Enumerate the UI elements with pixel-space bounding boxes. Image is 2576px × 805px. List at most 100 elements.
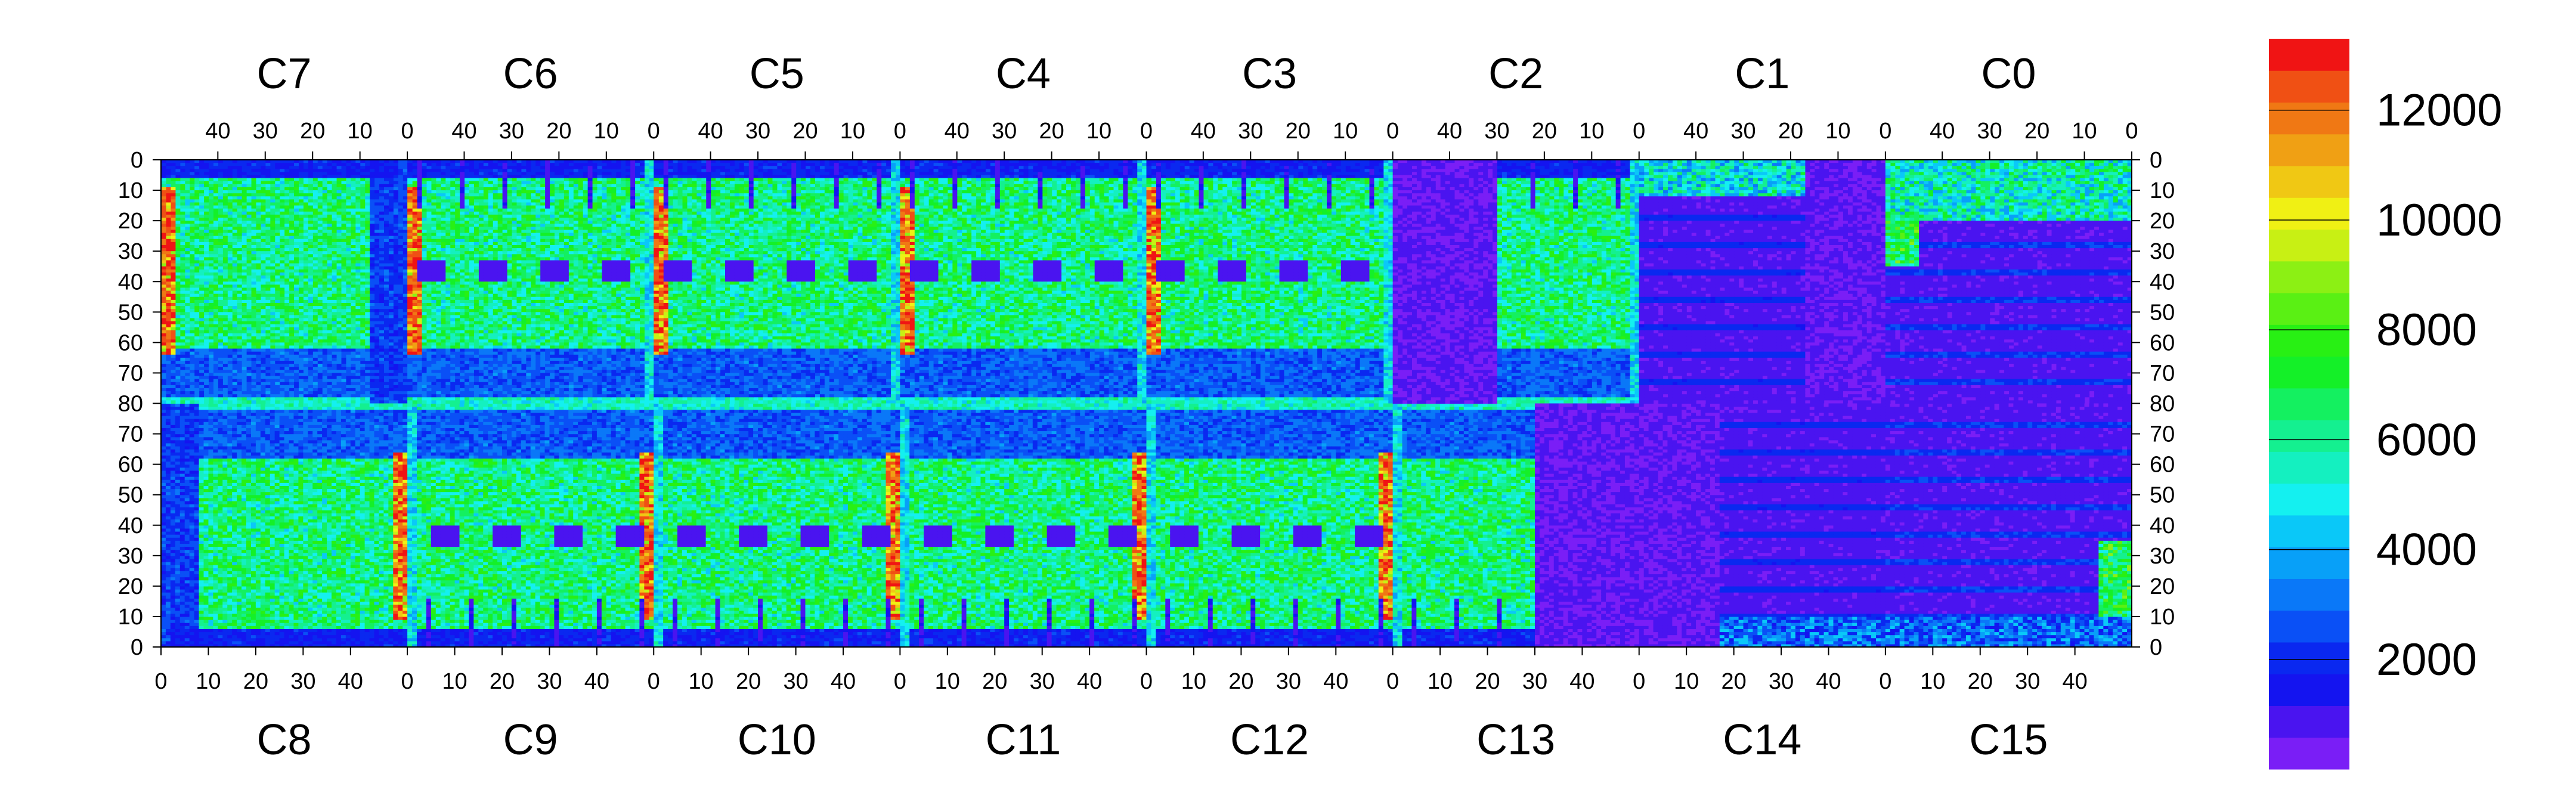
x-tick-label-bottom: 0 (401, 669, 414, 694)
colorbar-segment (2269, 197, 2349, 230)
y-tick-label-left: 0 (131, 635, 143, 660)
x-tick-label-top: 40 (698, 119, 723, 144)
x-tick-label-top: 10 (1579, 119, 1604, 144)
colorbar-segment (2269, 39, 2349, 71)
colorbar-segment (2269, 484, 2349, 516)
y-tick-label-left: 10 (118, 605, 143, 630)
y-tick-label-right: 40 (2150, 513, 2175, 538)
y-tick-label-right: 80 (2150, 392, 2175, 417)
x-tick-label-top: 0 (894, 119, 906, 144)
x-tick-label-bottom: 20 (1228, 669, 1253, 694)
y-tick-label-left: 70 (118, 361, 143, 386)
x-tick-label-top: 0 (1140, 119, 1153, 144)
x-tick-label-top: 30 (499, 119, 524, 144)
x-tick-label-top: 30 (1977, 119, 2002, 144)
x-tick-label-top: 30 (1484, 119, 1509, 144)
x-tick-label-top: 20 (1039, 119, 1064, 144)
colorbar-segment (2269, 705, 2349, 738)
x-tick-label-top: 40 (1930, 119, 1955, 144)
bottom-chip-labels: C8 C9 C10 C11 C12 C13 C14 C15 (257, 716, 2048, 764)
x-tick-label-bottom: 20 (1722, 669, 1747, 694)
bottom-chip-label: C9 (503, 716, 558, 764)
x-tick-label-bottom: 20 (736, 669, 761, 694)
x-tick-label-bottom: 30 (1030, 669, 1055, 694)
y-tick-label-left: 70 (118, 422, 143, 447)
x-tick-label-top: 30 (253, 119, 278, 144)
x-tick-label-bottom: 40 (1077, 669, 1102, 694)
top-chip-label: C0 (1981, 50, 2036, 98)
x-tick-label-bottom: 0 (894, 669, 906, 694)
y-tick-label-left: 10 (118, 178, 143, 203)
x-tick-label-top: 20 (1532, 119, 1557, 144)
x-tick-label-top: 40 (451, 119, 476, 144)
x-tick-label-top: 20 (2024, 119, 2049, 144)
colorbar-segment (2269, 547, 2349, 579)
x-tick-label-top: 40 (945, 119, 970, 144)
x-tick-label-top: 20 (1778, 119, 1803, 144)
x-tick-label-bottom: 0 (1140, 669, 1153, 694)
x-tick-label-top: 0 (648, 119, 660, 144)
x-tick-label-top: 10 (348, 119, 373, 144)
x-tick-label-bottom: 10 (689, 669, 714, 694)
y-tick-label-right: 60 (2150, 453, 2175, 478)
x-tick-label-top: 10 (1086, 119, 1111, 144)
y-tick-label-left: 0 (131, 148, 143, 173)
x-tick-label-bottom: 40 (1816, 669, 1841, 694)
y-tick-label-left: 50 (118, 483, 143, 508)
x-tick-label-top: 30 (745, 119, 770, 144)
x-tick-label-top: 20 (1286, 119, 1311, 144)
bottom-chip-label: C8 (257, 716, 312, 764)
x-tick-label-bottom: 20 (490, 669, 515, 694)
bottom-chip-label: C13 (1476, 716, 1555, 764)
colorbar-segment (2269, 103, 2349, 135)
x-tick-label-top: 10 (840, 119, 865, 144)
top-chip-label: C5 (750, 50, 804, 98)
colorbar-segment (2269, 166, 2349, 198)
y-tick-label-right: 70 (2150, 422, 2175, 447)
top-chip-label: C6 (503, 50, 558, 98)
colorbar-segment (2269, 420, 2349, 452)
y-tick-label-right: 20 (2150, 574, 2175, 599)
x-tick-label-bottom: 30 (783, 669, 808, 694)
top-chip-label: C4 (996, 50, 1051, 98)
x-tick-label-bottom: 0 (648, 669, 660, 694)
top-chip-label: C3 (1242, 50, 1297, 98)
x-tick-label-bottom: 0 (1386, 669, 1399, 694)
x-tick-label-bottom: 30 (1769, 669, 1794, 694)
colorbar-segment (2269, 611, 2349, 643)
x-tick-label-top: 40 (1437, 119, 1462, 144)
colorbar-tick-label: 12000 (2376, 85, 2502, 136)
y-tick-label-right: 0 (2150, 148, 2162, 173)
top-chip-label: C2 (1488, 50, 1543, 98)
colorbar-tick-label: 4000 (2376, 525, 2477, 575)
top-chip-labels: C7 C6 C5 C4 C3 C2 C1 C0 (257, 50, 2036, 98)
colorbar-segment (2269, 451, 2349, 484)
bottom-chip-label: C15 (1969, 716, 2048, 764)
x-tick-label-top: 20 (546, 119, 571, 144)
x-tick-label-bottom: 10 (1674, 669, 1699, 694)
x-tick-label-bottom: 40 (2063, 669, 2088, 694)
x-tick-label-top: 10 (594, 119, 619, 144)
x-tick-label-bottom: 40 (831, 669, 856, 694)
colorbar-segment (2269, 578, 2349, 611)
x-tick-label-bottom: 30 (2015, 669, 2040, 694)
x-tick-label-top: 0 (1386, 119, 1399, 144)
x-tick-label-bottom: 10 (1428, 669, 1453, 694)
x-tick-label-bottom: 30 (1276, 669, 1301, 694)
x-tick-label-bottom: 0 (1633, 669, 1645, 694)
x-tick-label-bottom: 10 (196, 669, 221, 694)
x-tick-label-bottom: 30 (290, 669, 315, 694)
x-tick-label-top: 40 (1191, 119, 1216, 144)
top-chip-label: C7 (257, 50, 312, 98)
x-tick-label-bottom: 20 (1475, 669, 1500, 694)
colorbar-tick-label: 6000 (2376, 414, 2477, 465)
bottom-chip-label: C10 (738, 716, 816, 764)
colorbar-segment (2269, 293, 2349, 325)
x-tick-label-top: 0 (1633, 119, 1645, 144)
colorbar-tick-label: 2000 (2376, 634, 2477, 685)
colorbar-segment (2269, 230, 2349, 262)
x-tick-label-bottom: 40 (584, 669, 609, 694)
x-tick-label-bottom: 10 (442, 669, 467, 694)
